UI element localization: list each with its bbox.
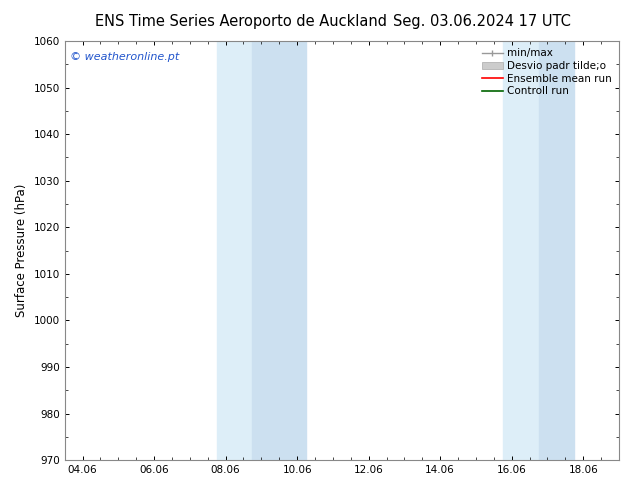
Bar: [217, 41, 252, 460]
Y-axis label: Surface Pressure (hPa): Surface Pressure (hPa): [15, 184, 28, 318]
Bar: [503, 41, 538, 460]
Text: Seg. 03.06.2024 17 UTC: Seg. 03.06.2024 17 UTC: [393, 14, 571, 29]
Bar: [538, 41, 574, 460]
Bar: [252, 41, 306, 460]
Legend: min/max, Desvio padr tilde;o, Ensemble mean run, Controll run: min/max, Desvio padr tilde;o, Ensemble m…: [480, 46, 614, 98]
Text: ENS Time Series Aeroporto de Auckland: ENS Time Series Aeroporto de Auckland: [95, 14, 387, 29]
Text: © weatheronline.pt: © weatheronline.pt: [70, 51, 179, 62]
